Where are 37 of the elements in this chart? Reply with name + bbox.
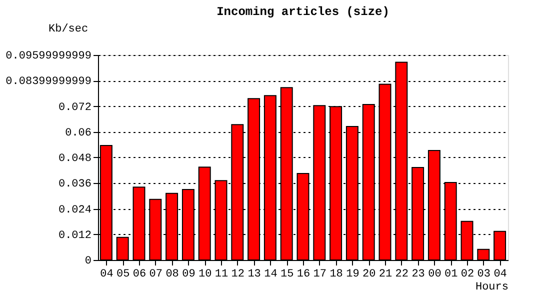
x-tick-label: 21 (378, 268, 392, 280)
y-tick-label: 0 (84, 256, 92, 268)
x-tick-label: 05 (116, 268, 130, 280)
x-axis-title: Hours (475, 282, 508, 294)
x-tick-label: 11 (214, 268, 228, 280)
x-tick-label: 18 (330, 268, 343, 280)
x-tick-label: 09 (182, 268, 196, 280)
x-tick-label: 04 (494, 268, 508, 280)
x-tick-label: 20 (362, 268, 376, 280)
x-tick-label: 01 (444, 268, 458, 280)
x-tick-label: 04 (100, 268, 114, 280)
x-tick-label: 00 (428, 268, 442, 280)
x-tick-label: 06 (132, 268, 146, 280)
x-tick-label: 14 (264, 268, 278, 280)
y-tick-label: 0.048 (58, 153, 92, 165)
x-tick-label: 08 (166, 268, 179, 280)
x-tick-label: 17 (313, 268, 326, 280)
x-tick-label: 22 (395, 268, 408, 280)
x-tick-label: 23 (412, 268, 425, 280)
x-tick-label: 13 (248, 268, 261, 280)
y-tick-label: 0.072 (58, 102, 92, 114)
y-tick-label: 0.012 (58, 230, 92, 242)
y-tick-label: 0.08399999999 (6, 76, 92, 88)
y-tick-label: 0.09599999999 (6, 50, 92, 62)
chart-title: Incoming articles (size) (216, 5, 390, 19)
x-tick-label: 19 (346, 268, 360, 280)
y-tick-label: 0.036 (58, 178, 92, 191)
x-tick-label: 12 (231, 268, 244, 280)
y-tick-label: 0.06 (65, 127, 92, 140)
x-tick-label: 07 (149, 268, 162, 280)
x-tick-label: 02 (460, 268, 474, 280)
x-tick-label: 16 (296, 268, 310, 280)
y-tick-label: 0.024 (58, 204, 92, 216)
x-tick-label: 10 (198, 268, 212, 280)
x-tick-label: 15 (280, 268, 294, 280)
x-tick-label: 03 (477, 268, 490, 280)
y-axis-title: Kb/sec (48, 24, 88, 36)
